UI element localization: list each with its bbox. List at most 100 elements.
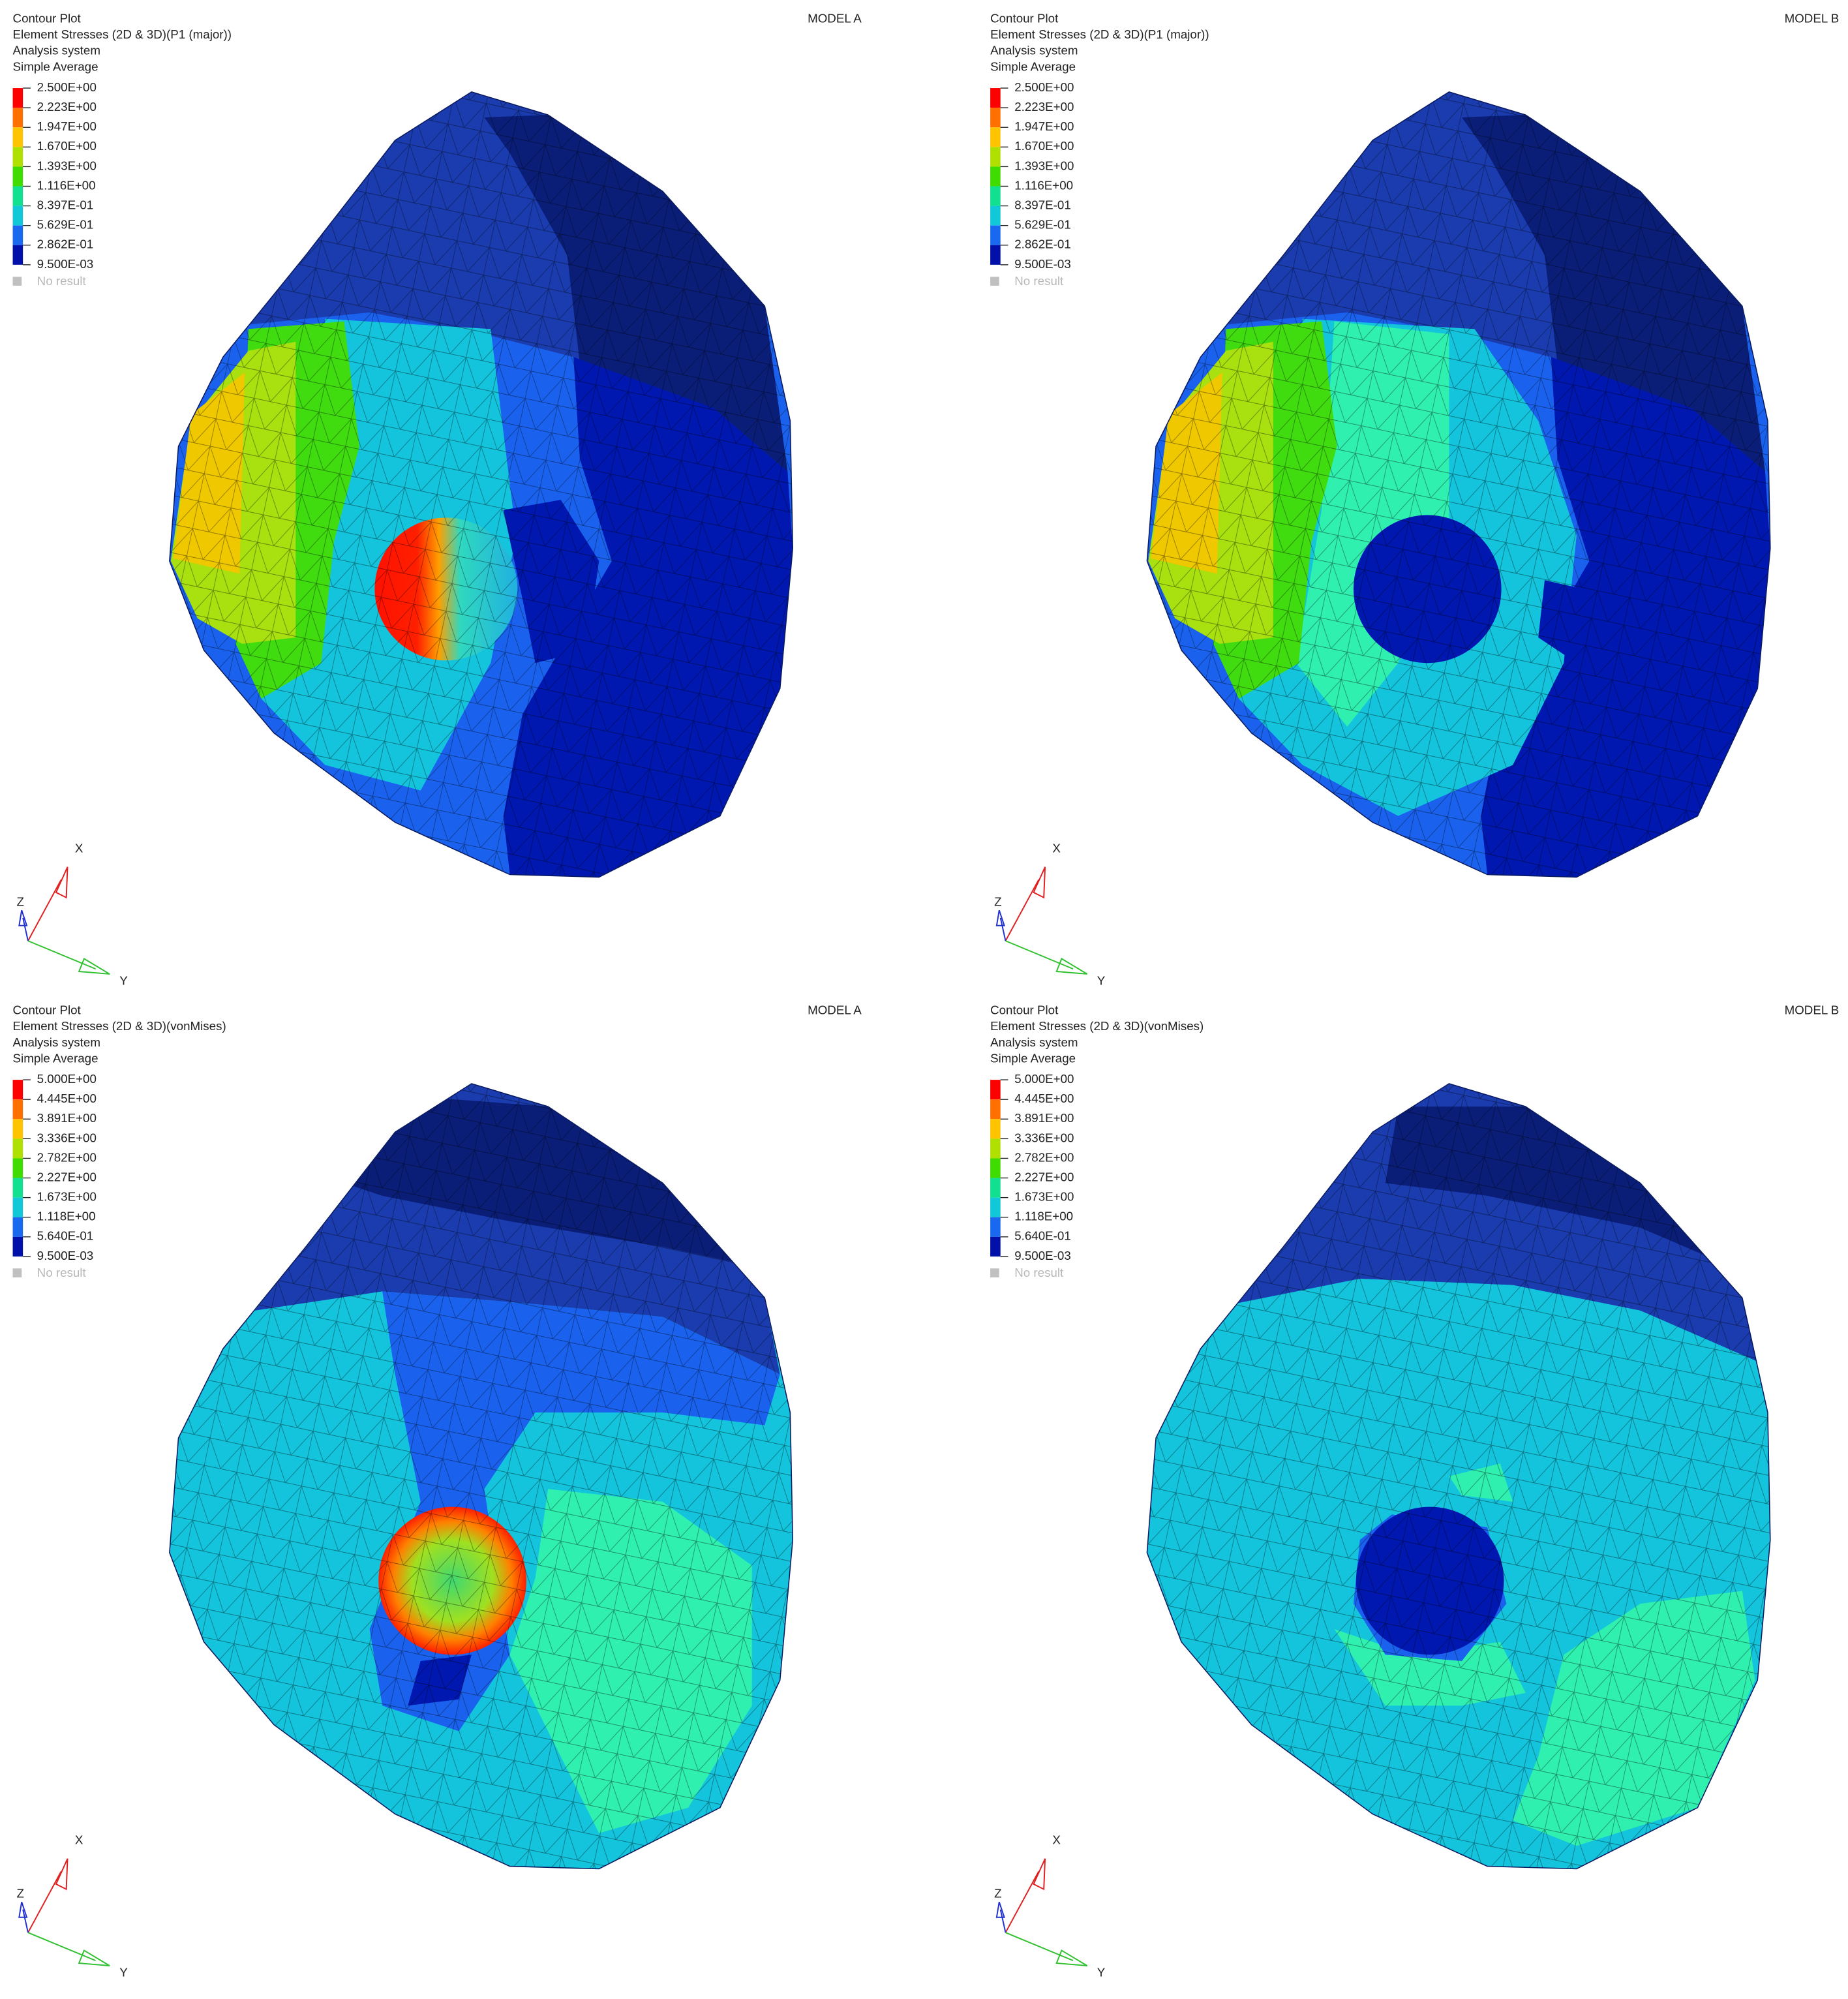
axis-y-head — [1055, 958, 1088, 975]
legend-label: 1.673E+00 — [1014, 1190, 1074, 1204]
axis-z-head — [18, 909, 28, 926]
model-label: MODEL B — [1785, 1003, 1840, 1017]
legend-label: 5.629E-01 — [37, 218, 94, 232]
axis-x-label: X — [1052, 841, 1061, 855]
model-label: MODEL B — [1785, 11, 1840, 25]
legend-label: 2.782E+00 — [1014, 1150, 1074, 1164]
axis-x-head — [55, 1858, 68, 1891]
axis-x-head — [1033, 1858, 1046, 1891]
header-line: Element Stresses (2D & 3D)(vonMises) — [13, 1019, 226, 1033]
legend-swatch — [12, 1197, 23, 1217]
legend-swatch — [12, 1178, 23, 1198]
model-label: MODEL A — [808, 11, 862, 25]
panel: Contour Plot Element Stresses (2D & 3D)(P… — [13, 11, 862, 987]
no-result-label: No result — [1014, 1266, 1064, 1279]
no-result-swatch — [990, 277, 999, 286]
legend-swatch — [990, 1217, 1001, 1237]
no-result-swatch — [12, 1268, 22, 1277]
mesh — [1147, 1083, 1770, 1869]
legend-label: 2.223E+00 — [1014, 100, 1074, 114]
legend-swatch — [12, 1158, 23, 1178]
no-result-label: No result — [1014, 274, 1064, 288]
body-edge — [1146, 1083, 1771, 1870]
legend-label: 5.629E-01 — [1014, 218, 1071, 232]
axis-z — [22, 1909, 29, 1933]
legend-label: 1.118E+00 — [1014, 1210, 1073, 1223]
axis-z — [22, 917, 29, 941]
header-line: Analysis system — [990, 44, 1078, 57]
legend-label: 3.891E+00 — [1014, 1111, 1074, 1125]
axis-y-head — [78, 958, 110, 975]
legend-label: 2.227E+00 — [37, 1170, 97, 1183]
legend-swatch — [990, 1158, 1001, 1178]
axis-z-label: Z — [994, 894, 1001, 908]
legend-label: 1.947E+00 — [1014, 119, 1074, 133]
legend-swatch — [12, 1217, 23, 1237]
axis-y — [1005, 1932, 1074, 1962]
model-body — [169, 91, 793, 877]
header-line: Simple Average — [990, 59, 1076, 73]
legend-label: 4.445E+00 — [37, 1091, 97, 1105]
legend-swatch — [990, 166, 1001, 187]
body-edge — [169, 1083, 794, 1870]
legend-swatch — [990, 1138, 1001, 1159]
legend-label: 2.500E+00 — [1014, 80, 1074, 94]
mesh — [1147, 91, 1770, 877]
legend-label: 5.000E+00 — [37, 1072, 97, 1086]
axis-y-head — [1055, 1949, 1088, 1966]
legend-label: 2.862E-01 — [37, 237, 94, 251]
legend-swatch — [990, 108, 1001, 128]
body-edge — [1146, 91, 1771, 878]
legend-label: 1.393E+00 — [37, 159, 97, 172]
no-result-label: No result — [37, 274, 87, 288]
header-line: Contour Plot — [13, 1003, 82, 1017]
axis-y — [1005, 940, 1074, 970]
body-edge — [169, 91, 794, 878]
axis-x-head — [55, 866, 68, 899]
panel: Contour Plot Element Stresses (2D & 3D)(v… — [990, 1003, 1839, 1979]
axis-x — [1005, 1870, 1040, 1933]
legend-swatch — [12, 88, 23, 108]
legend-swatch — [990, 186, 1001, 206]
legend-label: 2.223E+00 — [37, 100, 97, 114]
header-line: Element Stresses (2D & 3D)(P1 (major)) — [13, 27, 232, 41]
legend-swatch — [12, 127, 23, 147]
mesh — [169, 91, 793, 877]
axis-z-label: Z — [994, 1887, 1001, 1900]
legend-swatch — [990, 245, 1001, 265]
legend-label: 5.000E+00 — [1014, 1072, 1074, 1086]
legend-swatch — [12, 147, 23, 167]
legend-label: 9.500E-03 — [1014, 1249, 1071, 1262]
header-line: Contour Plot — [990, 1003, 1059, 1017]
legend-swatch — [12, 206, 23, 226]
legend-label: 3.336E+00 — [37, 1131, 97, 1144]
model-body — [169, 1083, 793, 1869]
axis-x — [27, 879, 62, 941]
legend-swatch — [990, 1178, 1001, 1198]
header-line: Simple Average — [13, 1051, 98, 1065]
model-body — [1147, 91, 1770, 877]
legend-swatch — [12, 225, 23, 245]
legend-swatch — [990, 1119, 1001, 1139]
legend-label: 4.445E+00 — [1014, 1091, 1074, 1105]
legend-swatch — [990, 88, 1001, 108]
legend-label: 9.500E-03 — [1014, 257, 1071, 271]
header-line: Analysis system — [13, 44, 100, 57]
legend-swatch — [12, 245, 23, 265]
legend-swatch — [990, 1236, 1001, 1257]
legend-swatch — [990, 1099, 1001, 1120]
legend-swatch — [12, 1080, 23, 1100]
legend-swatch — [12, 1099, 23, 1120]
legend-label: 1.673E+00 — [37, 1190, 97, 1204]
axis-y-label: Y — [1097, 974, 1106, 988]
model-body — [1147, 1083, 1770, 1869]
axis-x-label: X — [75, 1833, 83, 1846]
legend-label: 8.397E-01 — [37, 198, 94, 212]
legend-swatch — [12, 1119, 23, 1139]
axis-z-label: Z — [17, 894, 24, 908]
axis-y-label: Y — [119, 974, 128, 988]
header-line: Analysis system — [13, 1035, 100, 1049]
header-line: Simple Average — [990, 1051, 1076, 1065]
axis-y-label: Y — [119, 1966, 128, 1979]
legend-label: 5.640E-01 — [37, 1229, 94, 1243]
